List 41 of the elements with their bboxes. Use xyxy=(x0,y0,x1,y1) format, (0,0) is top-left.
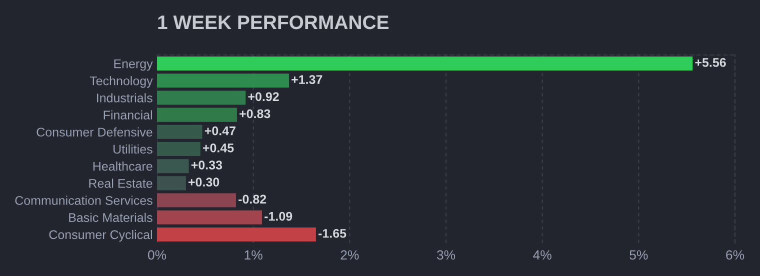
bar xyxy=(157,193,236,208)
data-label: +0.45 xyxy=(202,144,234,152)
y-tick-label: Industrials xyxy=(97,93,152,102)
data-label: +0.83 xyxy=(240,109,270,118)
bar xyxy=(157,159,189,174)
bar xyxy=(157,56,693,71)
data-label: +0.30 xyxy=(188,178,220,187)
data-label: -1.09 xyxy=(264,212,292,221)
bar xyxy=(157,210,262,224)
y-tick-label: Healthcare xyxy=(93,162,152,171)
y-tick-label: Consumer Cyclical xyxy=(49,230,152,242)
bar xyxy=(157,227,316,242)
bar xyxy=(157,90,246,105)
data-label: +5.56 xyxy=(695,58,726,67)
data-label: +0.47 xyxy=(204,126,236,136)
x-tick-label: 2% xyxy=(340,250,359,260)
data-label: -0.82 xyxy=(238,194,266,204)
bar xyxy=(157,176,186,190)
x-tick-label: 0% xyxy=(148,250,166,260)
x-tick-label: 3% xyxy=(436,250,456,260)
x-tick-label: 4% xyxy=(533,250,552,260)
y-tick-label: Technology xyxy=(90,76,153,88)
bar xyxy=(157,74,289,88)
bar xyxy=(157,142,200,156)
y-tick-label: Utilities xyxy=(114,144,152,154)
y-tick-label: Energy xyxy=(114,59,153,71)
y-tick-label: Real Estate xyxy=(89,178,152,188)
chart-title: 1 WEEK PERFORMANCE xyxy=(158,15,389,30)
x-tick-label: 6% xyxy=(726,250,744,260)
y-tick-label: Communication Services xyxy=(15,196,152,205)
bar xyxy=(157,108,237,122)
data-label: -1.65 xyxy=(318,228,346,238)
x-tick-label: 1% xyxy=(244,250,262,260)
data-label: +0.92 xyxy=(248,92,279,102)
bar xyxy=(157,124,202,139)
x-tick-label: 5% xyxy=(630,250,648,260)
y-tick-label: Basic Materials xyxy=(69,212,152,222)
y-tick-label: Consumer Defensive xyxy=(36,127,152,137)
data-label: +1.37 xyxy=(292,75,322,84)
y-tick-label: Financial xyxy=(104,110,152,120)
data-label: +0.33 xyxy=(191,160,222,170)
